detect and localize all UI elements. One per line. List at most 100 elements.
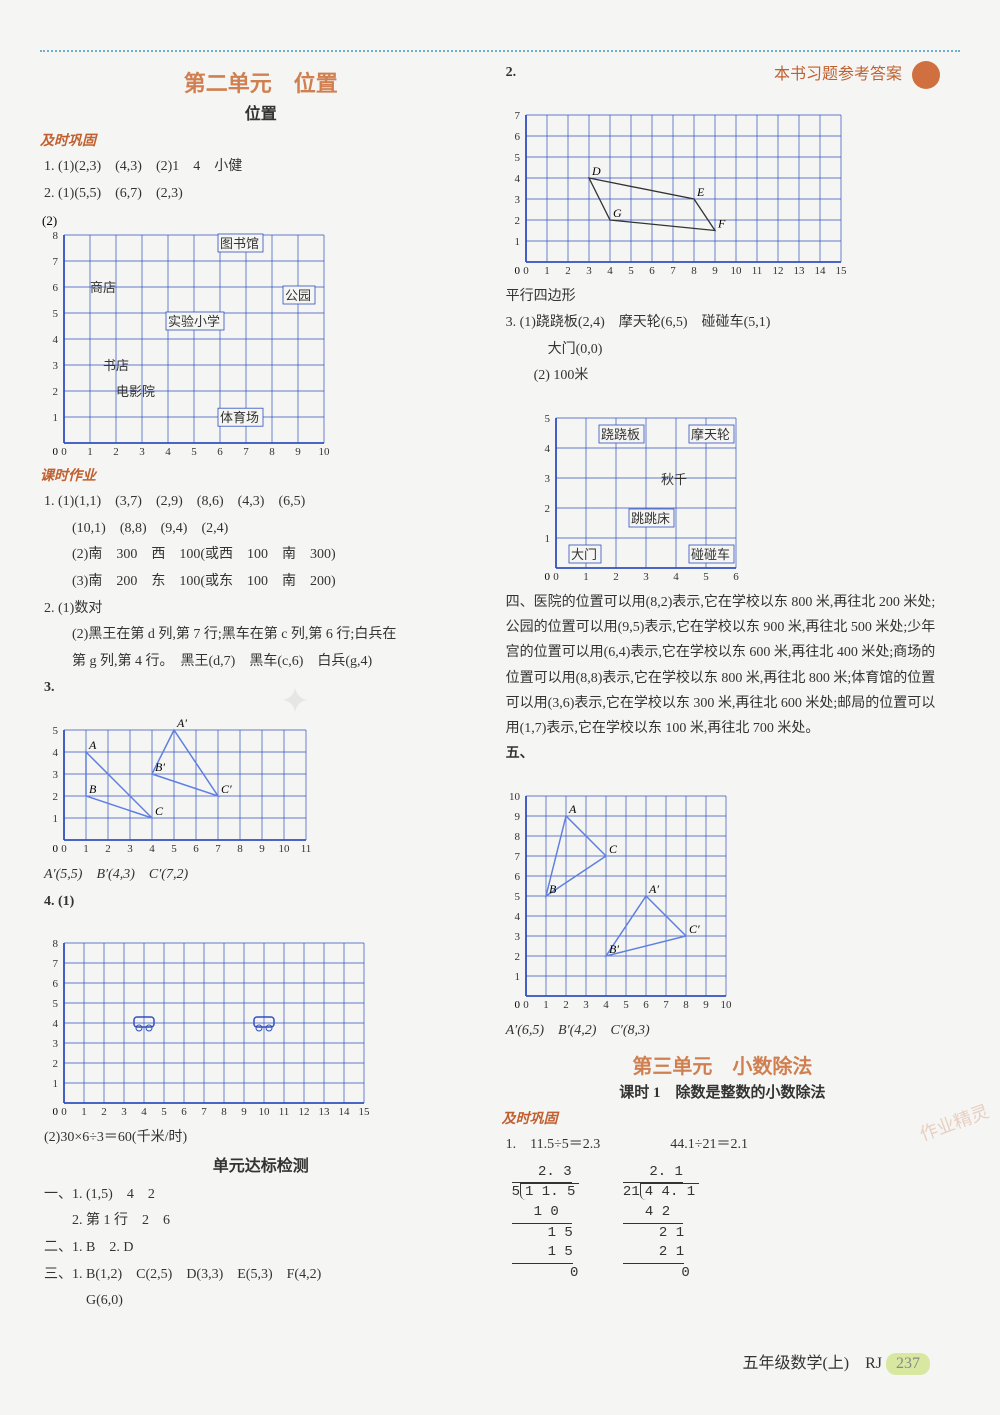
svg-text:0: 0 <box>53 843 59 854</box>
svg-text:5: 5 <box>53 998 59 1010</box>
text-line: 第 g 列,第 4 行。 黑王(d,7) 黑车(c,6) 白兵(g,4) <box>44 649 482 676</box>
svg-text:5: 5 <box>161 1106 167 1117</box>
svg-text:6: 6 <box>643 999 649 1010</box>
svg-text:图书馆: 图书馆 <box>220 236 259 251</box>
section-label: 及时巩固 <box>40 130 482 150</box>
svg-text:5: 5 <box>53 308 59 320</box>
svg-text:C′: C′ <box>221 782 232 796</box>
svg-text:4: 4 <box>673 571 679 582</box>
unit3-title: 第三单元 小数除法 <box>502 1050 944 1079</box>
text-line: A′(5,5) B′(4,3) C′(7,2) <box>44 862 482 889</box>
svg-text:10: 10 <box>259 1106 271 1117</box>
unit-title: 第二单元 位置 <box>40 66 482 98</box>
svg-text:4: 4 <box>514 911 520 923</box>
svg-text:9: 9 <box>712 265 718 276</box>
svg-text:6: 6 <box>733 571 739 582</box>
svg-text:5: 5 <box>628 265 634 276</box>
svg-text:7: 7 <box>53 256 59 268</box>
svg-text:0: 0 <box>61 843 67 854</box>
svg-text:B′: B′ <box>609 942 619 956</box>
svg-text:7: 7 <box>243 446 249 457</box>
svg-text:10: 10 <box>319 446 331 457</box>
svg-text:5: 5 <box>191 446 197 457</box>
unit3-sub: 课时 1 除数是整数的小数除法 <box>502 1081 944 1102</box>
svg-text:6: 6 <box>514 131 520 143</box>
text-line: 大门(0,0) <box>506 337 944 364</box>
svg-text:15: 15 <box>835 265 847 276</box>
svg-text:4: 4 <box>607 265 613 276</box>
svg-text:0: 0 <box>523 999 529 1010</box>
svg-text:6: 6 <box>514 871 520 883</box>
svg-text:7: 7 <box>215 843 221 854</box>
svg-text:4: 4 <box>514 173 520 185</box>
svg-text:2: 2 <box>514 215 520 227</box>
svg-text:5: 5 <box>171 843 177 854</box>
svg-text:2: 2 <box>101 1106 107 1117</box>
top-border <box>40 50 960 52</box>
right-column: 2. 012345678910111213141512345670DEGF 平行… <box>502 60 944 1315</box>
svg-text:8: 8 <box>221 1106 227 1117</box>
svg-text:9: 9 <box>241 1106 247 1117</box>
text-line: (3)南 200 东 100(或东 100 南 200) <box>44 569 482 596</box>
svg-text:0: 0 <box>514 265 520 276</box>
svg-text:15: 15 <box>359 1106 371 1117</box>
svg-text:3: 3 <box>139 446 145 457</box>
svg-text:3: 3 <box>514 194 520 206</box>
svg-text:7: 7 <box>201 1106 207 1117</box>
svg-text:3: 3 <box>544 473 550 485</box>
q-label: 4. (1) <box>44 889 482 916</box>
svg-text:0: 0 <box>53 446 59 457</box>
grid-chart-3: 01234567891011123450ABCA′B′C′ <box>40 706 482 854</box>
svg-text:A: A <box>88 738 97 752</box>
text-line: 1. (1)(2,3) (4,3) (2)1 4 小健 <box>44 154 482 181</box>
text-line: (2)30×6÷3＝60(千米/时) <box>44 1125 482 1152</box>
header-label: 本书习题参考答案 <box>774 60 940 89</box>
svg-text:大门: 大门 <box>571 547 597 562</box>
svg-text:1: 1 <box>514 971 520 983</box>
subtitle: 位置 <box>40 100 482 124</box>
svg-text:1: 1 <box>81 1106 87 1117</box>
svg-text:10: 10 <box>720 999 732 1010</box>
svg-text:1: 1 <box>83 843 89 854</box>
footer: 五年级数学(上) RJ 237 <box>742 1349 930 1375</box>
section-label: 课时作业 <box>40 465 482 485</box>
grid-svg: 012345678910123456780(2)图书馆商店公园实验小学书店电影院… <box>40 211 348 457</box>
svg-text:跳跳床: 跳跳床 <box>631 511 670 526</box>
grid-svg: 012345678910111213141512345670DEGF <box>502 91 865 276</box>
q-label: 五、 <box>506 746 534 761</box>
svg-text:14: 14 <box>814 265 826 276</box>
svg-text:5: 5 <box>514 152 520 164</box>
svg-text:D: D <box>591 164 601 178</box>
text-line: 二、1. B 2. D <box>44 1235 482 1262</box>
text-line: 2. (1)(5,5) (6,7) (2,3) <box>44 181 482 208</box>
svg-text:8: 8 <box>683 999 689 1010</box>
text-line: (2) 100米 <box>506 363 944 390</box>
svg-text:1: 1 <box>583 571 589 582</box>
left-column: 第二单元 位置 位置 及时巩固 1. (1)(2,3) (4,3) (2)1 4… <box>40 60 482 1315</box>
text-line: 1. (1)(1,1) (3,7) (2,9) (8,6) (4,3) (6,5… <box>44 489 482 516</box>
svg-text:8: 8 <box>269 446 275 457</box>
text-line: 平行四边形 <box>506 284 944 311</box>
text-line: (2)黑王在第 d 列,第 7 行;黑车在第 c 列,第 6 行;白兵在 <box>44 622 482 649</box>
svg-text:3: 3 <box>53 769 59 781</box>
svg-text:2: 2 <box>53 386 59 398</box>
svg-text:12: 12 <box>772 265 783 276</box>
svg-text:碰碰车: 碰碰车 <box>691 547 730 562</box>
svg-text:3: 3 <box>121 1106 127 1117</box>
svg-text:商店: 商店 <box>90 280 116 295</box>
grade-label: 五年级数学(上) RJ <box>742 1355 882 1372</box>
text-line: (2)南 300 西 100(或西 100 南 300) <box>44 542 482 569</box>
svg-text:摩天轮: 摩天轮 <box>691 427 730 442</box>
svg-text:2: 2 <box>53 791 59 803</box>
svg-text:书店: 书店 <box>103 358 129 373</box>
svg-text:5: 5 <box>544 413 550 425</box>
text-line: A′(6,5) B′(4,2) C′(8,3) <box>506 1018 944 1045</box>
svg-text:跷跷板: 跷跷板 <box>601 427 640 442</box>
svg-text:8: 8 <box>53 938 59 950</box>
svg-text:4: 4 <box>603 999 609 1010</box>
text-line: 1. 11.5÷5＝2.3 44.1÷21＝2.1 <box>506 1132 944 1159</box>
svg-text:1: 1 <box>544 533 550 545</box>
svg-text:1: 1 <box>543 999 549 1010</box>
svg-text:1: 1 <box>53 1078 59 1090</box>
svg-text:8: 8 <box>237 843 243 854</box>
